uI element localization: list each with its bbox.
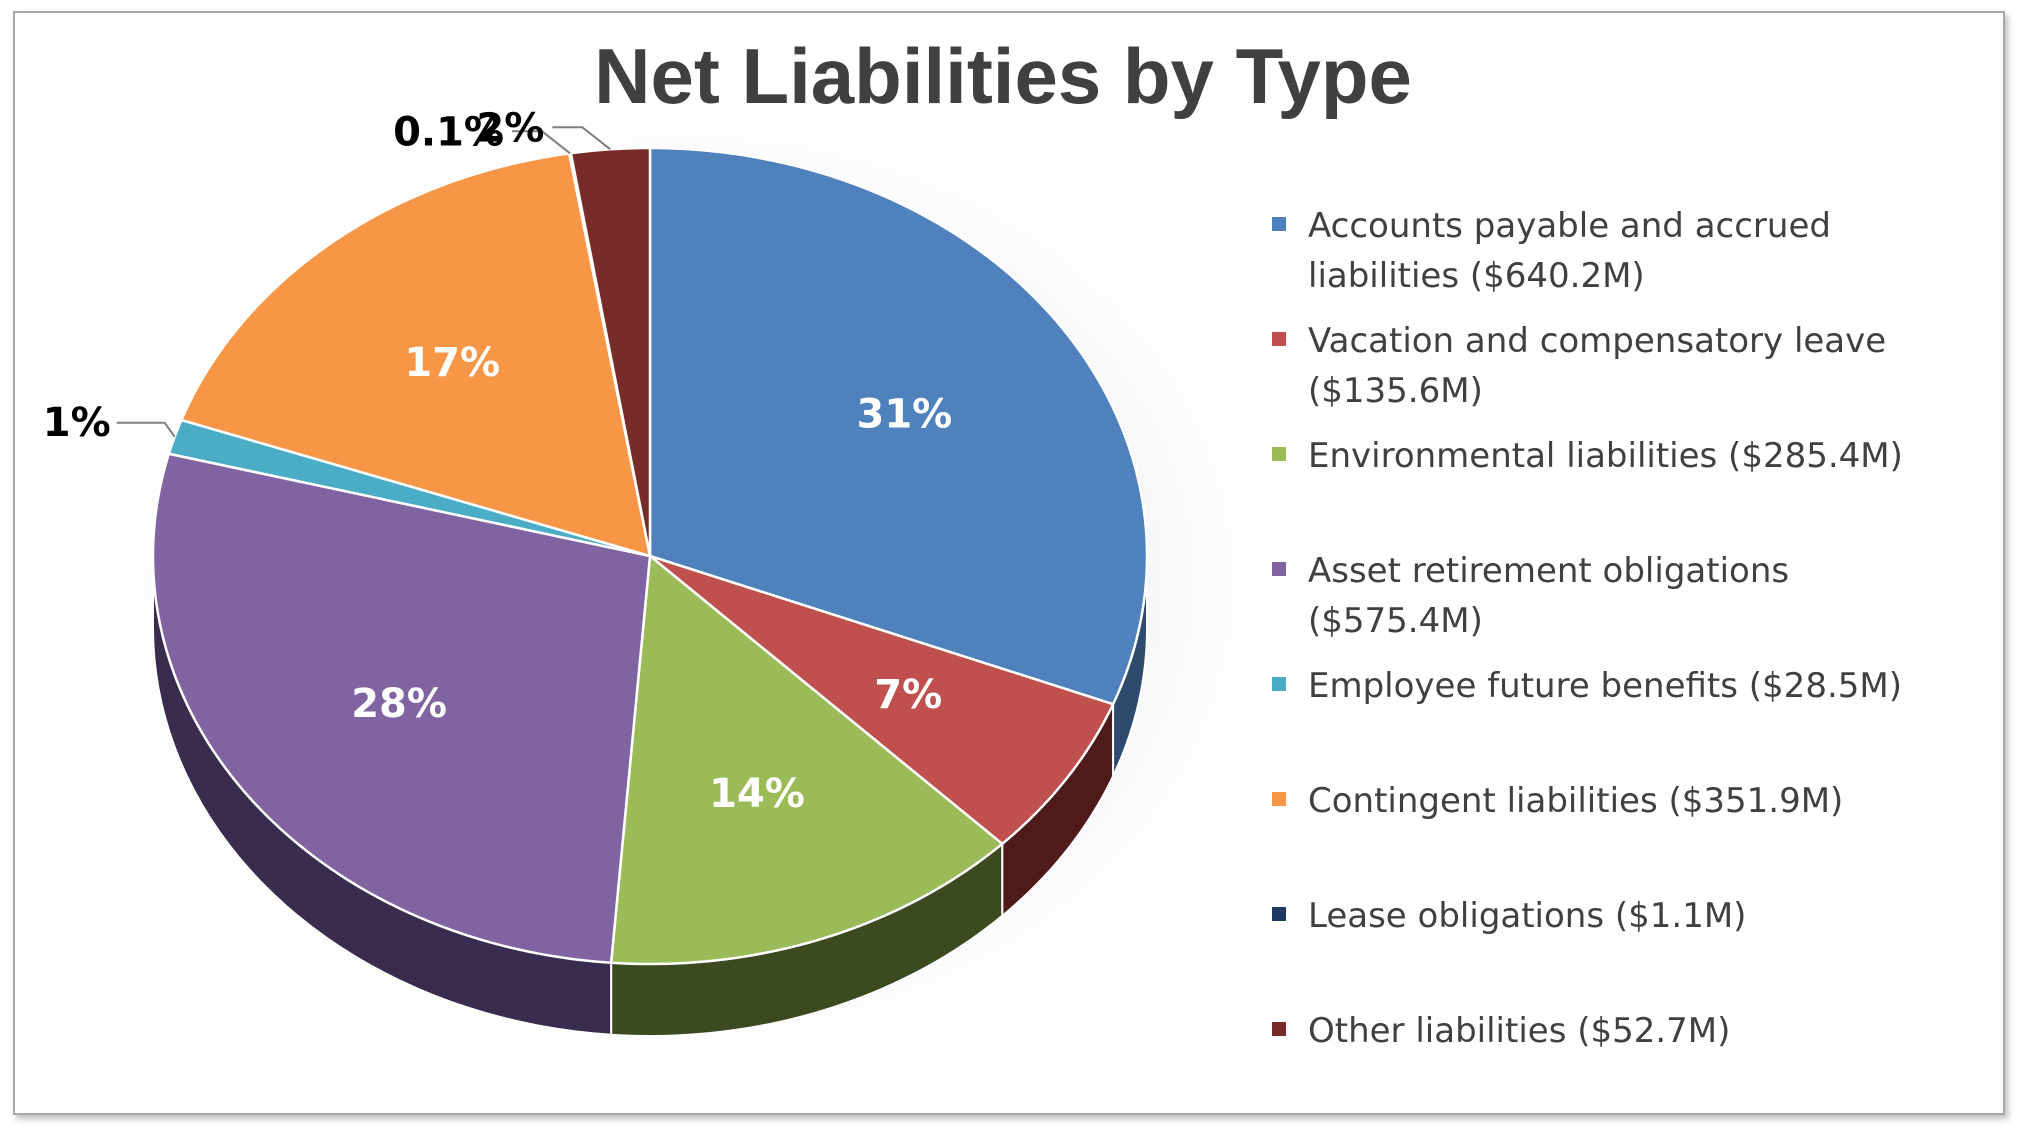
legend-label-6-0: Lease obligations ($1.1M) [1308,896,1746,936]
legend-label-3-1: ($575.4M) [1308,601,1483,641]
pie-slice-0 [648,146,1149,706]
pie-slice-7 [569,146,652,558]
legend-marker-7 [1272,1022,1286,1036]
legend-item-4: Employee future benefits ($28.5M) [1266,666,1902,706]
legend-label-0-1: liabilities ($640.2M) [1308,256,1645,296]
data-label-0: 31% [857,391,953,437]
legend-label-3-0: Asset retirement obligations [1308,551,1789,591]
legend-item-7: Other liabilities ($52.7M) [1266,1011,1730,1051]
data-label-5: 17% [404,340,500,386]
legend-marker-6 [1272,907,1286,921]
legend: Accounts payable and accrued liabilities … [1266,206,1903,1051]
pie-labels: 31% 7% 14% 28% 1% 17% 0.1%2% [43,105,952,817]
pie-leaders [116,126,611,438]
legend-item-0: Accounts payable and accrued liabilities … [1266,206,1831,296]
legend-label-4-0: Employee future benefits ($28.5M) [1308,666,1902,706]
chart-title: Net Liabilities by Type [594,32,1412,120]
chart-frame: Net Liabilities by Type 31% 7% 14% 28% 1% 17%… [13,11,2005,1115]
legend-label-7-0: Other liabilities ($52.7M) [1308,1011,1730,1051]
legend-label-0-0: Accounts payable and accrued [1308,206,1831,246]
data-label-4: 1% [43,400,111,446]
pie-slice-1 [648,554,1115,846]
pie-slice-2 [609,554,1004,966]
data-label-7: 2% [476,105,544,151]
legend-item-6: Lease obligations ($1.1M) [1266,896,1746,936]
pie-chart: Net Liabilities by Type 31% 7% 14% 28% 1% 17%… [15,13,2003,1113]
legend-item-1: Vacation and compensatory leave ($135.6M) [1266,321,1886,411]
legend-label-5-0: Contingent liabilities ($351.9M) [1308,781,1843,821]
legend-label-2-0: Environmental liabilities ($285.4M) [1308,436,1903,476]
legend-label-1-1: ($135.6M) [1308,371,1483,411]
data-label-1: 7% [874,672,942,718]
data-label-6: 0.1% [393,109,504,155]
legend-marker-0 [1272,217,1286,231]
legend-marker-1 [1272,332,1286,346]
leader-line-4 [116,421,176,438]
legend-marker-3 [1272,562,1286,576]
legend-marker-5 [1272,792,1286,806]
legend-item-5: Contingent liabilities ($351.9M) [1266,781,1843,821]
legend-label-1-0: Vacation and compensatory leave [1308,321,1886,361]
legend-marker-2 [1272,447,1286,461]
data-label-3: 28% [351,681,447,727]
data-label-2: 14% [709,771,805,817]
leader-line-6 [512,130,571,155]
pie-tops [151,146,1149,966]
pie-slice-5 [180,152,652,558]
legend-marker-4 [1272,677,1286,691]
legend-item-2: Environmental liabilities ($285.4M) [1266,436,1903,476]
legend-item-3: Asset retirement obligations ($575.4M) [1266,551,1789,641]
pie-slice-3 [151,452,652,964]
leader-line-7 [552,126,611,151]
